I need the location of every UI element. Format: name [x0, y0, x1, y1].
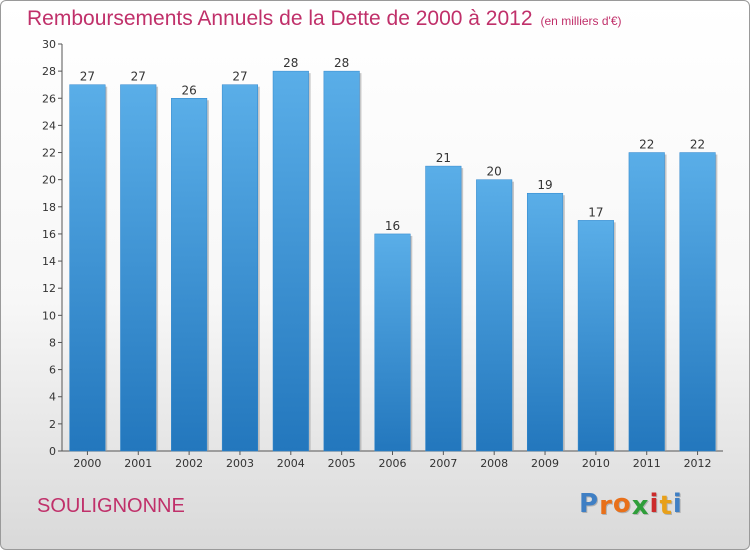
data-label: 21: [436, 151, 451, 165]
logo-letter: i: [649, 489, 660, 519]
bar-2012: [679, 152, 716, 452]
bars: [69, 70, 718, 452]
data-label: 17: [588, 205, 603, 219]
data-label: 27: [80, 70, 95, 84]
logo-letter: r: [599, 491, 613, 521]
y-tick-label: 22: [42, 147, 56, 160]
bar-2003: [221, 84, 259, 452]
y-tick-label: 28: [42, 65, 56, 78]
data-label: 16: [385, 219, 400, 233]
x-tick-label: 2005: [328, 457, 356, 470]
y-tick-label: 24: [42, 119, 56, 132]
x-tick-label: 2012: [684, 457, 712, 470]
data-label: 27: [131, 70, 146, 84]
place-name: SOULIGNONNE: [37, 495, 185, 517]
x-tick-label: 2008: [480, 457, 508, 470]
chart-subtitle: (en milliers d'€): [540, 14, 622, 28]
data-label: 22: [639, 138, 654, 152]
x-tick-label: 2004: [277, 457, 305, 470]
y-tick-label: 10: [42, 309, 56, 322]
bar-2008: [476, 179, 513, 452]
data-label: 20: [487, 165, 502, 179]
data-label: 19: [537, 178, 552, 192]
y-tick-label: 18: [42, 201, 56, 214]
x-tick-label: 2009: [531, 457, 559, 470]
y-tick-label: 12: [42, 282, 56, 295]
logo-letter: o: [612, 489, 632, 519]
x-tick-label: 2007: [429, 457, 457, 470]
x-tick-label: 2002: [175, 457, 203, 470]
y-tick-label: 2: [49, 418, 56, 431]
y-tick-label: 16: [42, 228, 56, 241]
x-tick-label: 2003: [226, 457, 254, 470]
bar-2002: [171, 98, 208, 452]
y-tick-label: 30: [42, 38, 56, 51]
bar-2010: [577, 220, 614, 452]
y-tick-label: 6: [49, 364, 56, 377]
bar-2006: [374, 233, 411, 452]
chart-title: Remboursements Annuels de la Dette de 20…: [27, 7, 622, 30]
x-tick-label: 2001: [124, 457, 152, 470]
y-tick-label: 4: [49, 391, 56, 404]
data-label: 22: [690, 138, 705, 152]
data-labels: 27 27 26 27 28 28 16 21 20 19 17 22 22: [80, 56, 705, 233]
proxiti-logo[interactable]: Proxiti: [579, 489, 683, 521]
y-tick-label: 26: [42, 92, 56, 105]
bar-2007: [425, 165, 462, 452]
x-tick-label: 2011: [633, 457, 661, 470]
x-tick-label: 2010: [582, 457, 610, 470]
y-tick-label: 0: [49, 445, 56, 458]
x-axis: 2000 2001 2002 2003 2004 2005 2006 2007 2008 2009…: [62, 450, 723, 470]
logo-letter: P: [579, 489, 600, 519]
data-label: 28: [334, 56, 349, 70]
bar-2009: [526, 192, 564, 452]
bar-2000: [69, 84, 106, 452]
bar-2011: [628, 152, 665, 452]
bar-2004: [272, 70, 309, 452]
data-label: 26: [181, 83, 196, 97]
bar-2005: [323, 70, 360, 452]
data-label: 28: [283, 56, 298, 70]
y-tick-label: 20: [42, 174, 56, 187]
y-tick-label: 14: [42, 255, 56, 268]
bar-2001: [120, 84, 157, 452]
y-tick-label: 8: [49, 336, 56, 349]
x-tick-label: 2006: [379, 457, 407, 470]
data-label: 27: [232, 70, 247, 84]
x-tick-label: 2000: [73, 457, 101, 470]
logo-letter: t: [659, 491, 673, 521]
logo-letter: x: [631, 491, 650, 521]
logo-letter: i: [672, 489, 683, 519]
